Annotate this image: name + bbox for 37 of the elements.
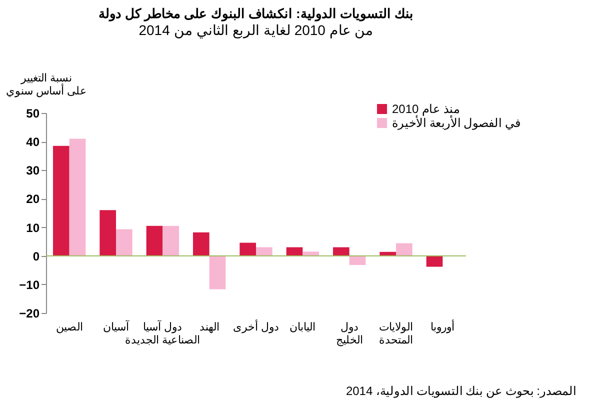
y-tick-label: −10 (19, 278, 40, 292)
y-tick-label: 20 (26, 192, 40, 206)
x-tick-label: اليابان (290, 322, 316, 334)
bar (146, 226, 163, 256)
bar (116, 229, 132, 256)
y-tick-label: 40 (26, 135, 40, 150)
bar (193, 232, 210, 256)
y-tick-label: 30 (26, 164, 40, 178)
bar (349, 256, 366, 265)
bar (162, 226, 179, 256)
x-tick-label: أوروبا (430, 320, 455, 334)
chart-title: بنك التسويات الدولية: انكشاف البنوك على مخاطر كل دولة (98, 6, 414, 22)
bar (209, 256, 226, 290)
bar (256, 247, 272, 256)
bar (100, 210, 116, 256)
y-tick-label: 0 (32, 249, 40, 264)
x-tick-label: دول الخليج (336, 322, 363, 346)
bar (69, 138, 86, 256)
y-tick-label: 10 (26, 220, 40, 235)
bar (396, 243, 412, 256)
bar (286, 247, 303, 256)
bar (240, 242, 256, 256)
bar (426, 256, 443, 267)
chart-subtitle: من عام 2010 لغاية الربع الثاني من 2014 (138, 22, 374, 39)
y-tick-label: −20 (19, 306, 40, 320)
x-tick-label: الهند (199, 322, 220, 334)
legend-label: منذ عام 2010 (392, 102, 460, 116)
text: المصدر: بحوث عن بنك التسويات الدولية، 2014 (346, 384, 576, 398)
x-tick-label: دول أخرى (232, 320, 280, 334)
x-tick-label: الولايات المتحدة (379, 322, 413, 346)
y-tick-label: 50 (26, 106, 40, 120)
bar (333, 247, 350, 256)
x-tick-label: الصين (56, 322, 83, 334)
legend-label: في الفصول الأربعة الأخيرة (392, 115, 522, 130)
x-tick-label: آسيان (103, 320, 130, 334)
y-axis-title: نسبة التغيير على أساس سنوي (6, 72, 88, 98)
bar (53, 146, 70, 256)
